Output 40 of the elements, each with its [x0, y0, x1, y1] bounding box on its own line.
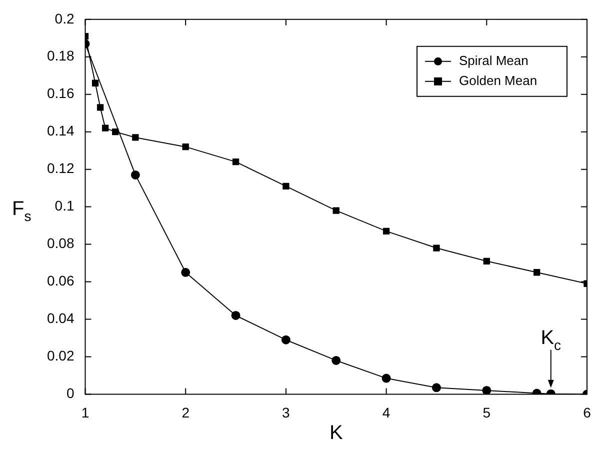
y-tick-label: 0.04: [47, 310, 74, 326]
y-tick-label: 0.16: [47, 85, 74, 102]
y-tick-label: 0.14: [47, 122, 74, 139]
y-tick-label: 0: [66, 385, 74, 402]
point: [332, 207, 340, 214]
point: [112, 128, 119, 136]
y-tick-label: 0.08: [47, 235, 74, 252]
point: [533, 269, 540, 276]
point: [433, 244, 440, 252]
x-tick-label: 5: [482, 404, 491, 420]
point: [96, 104, 104, 111]
point: [281, 335, 290, 344]
x-tick-label: 2: [182, 404, 190, 420]
point: [282, 182, 290, 190]
y-tick-label: 0.02: [47, 348, 74, 364]
point: [181, 268, 190, 277]
point: [382, 228, 390, 234]
point: [332, 356, 341, 365]
point: [432, 383, 441, 392]
point: [483, 258, 490, 264]
point: [130, 170, 140, 180]
point: [132, 134, 139, 141]
y-tick-label: 0.1: [54, 198, 74, 214]
y-tick-label: 0.06: [47, 272, 74, 289]
x-tick-label: 3: [282, 404, 290, 420]
x-tick-label: 6: [583, 404, 592, 420]
point: [232, 158, 240, 166]
point: [92, 80, 99, 86]
y-tick-label: 0.12: [47, 160, 74, 176]
point: [102, 124, 109, 132]
point: [182, 144, 189, 150]
x-tick-label: 4: [382, 404, 390, 420]
legend-label: Spiral Mean: [459, 52, 528, 68]
x-tick-label: 1: [81, 404, 90, 420]
point: [231, 310, 240, 320]
point: [382, 374, 391, 383]
legend-label: Golden Mean: [459, 72, 538, 88]
x-axis-title: K: [329, 422, 344, 444]
y-tick-label: 0.2: [54, 10, 74, 26]
y-tick-label: 0.18: [47, 48, 74, 64]
